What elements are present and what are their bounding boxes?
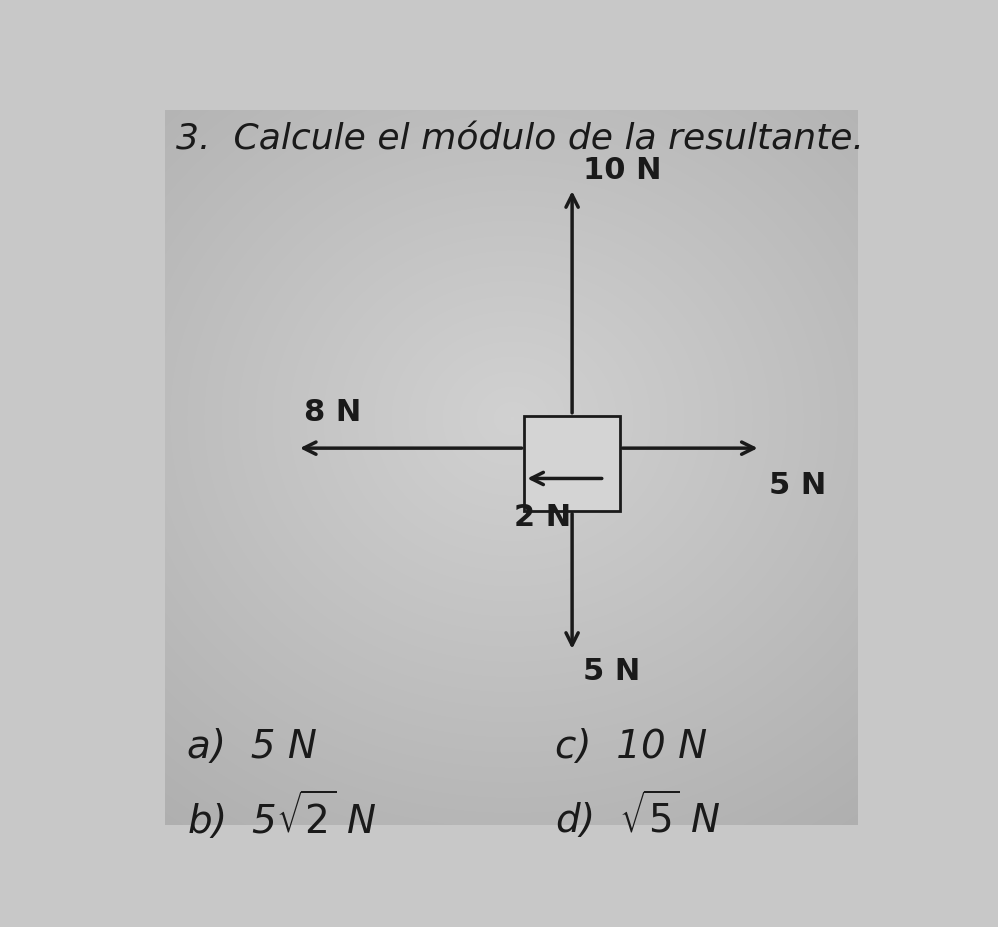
Text: 3.  Calcule el módulo de la resultante.: 3. Calcule el módulo de la resultante. — [176, 122, 864, 156]
Text: 2 N: 2 N — [514, 502, 571, 532]
Text: 8 N: 8 N — [303, 398, 361, 427]
Bar — [525, 416, 620, 512]
Text: 10 N: 10 N — [583, 156, 662, 184]
Text: a)  5 N: a) 5 N — [187, 728, 316, 766]
Text: b)  5$\sqrt{2}$ N: b) 5$\sqrt{2}$ N — [187, 788, 376, 842]
Text: 5 N: 5 N — [583, 656, 640, 685]
Text: 5 N: 5 N — [769, 470, 826, 500]
Text: c)  10 N: c) 10 N — [555, 728, 707, 766]
Text: d)  $\sqrt{5}$ N: d) $\sqrt{5}$ N — [555, 788, 720, 841]
